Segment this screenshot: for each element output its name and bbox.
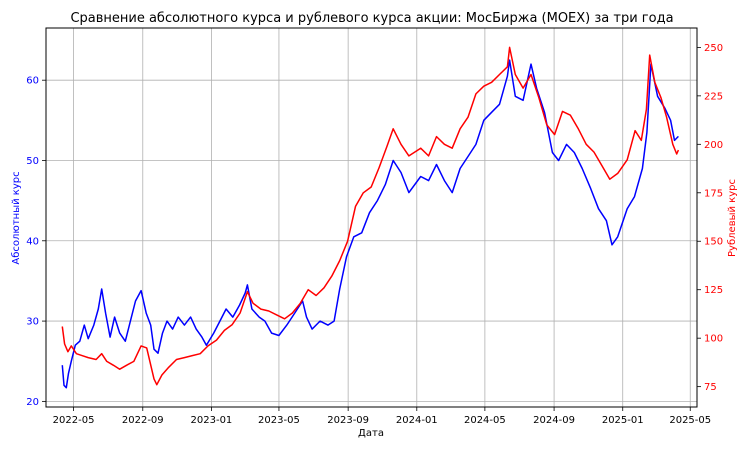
y-axis-right-label: Рублевый курс xyxy=(727,179,738,257)
x-tick-label: 2024-05 xyxy=(464,415,506,426)
x-tick-label: 2023-01 xyxy=(191,415,233,426)
grid-lines xyxy=(46,28,697,407)
x-tick-label: 2023-09 xyxy=(327,415,369,426)
x-tick-label: 2023-05 xyxy=(258,415,300,426)
y-axis-left-label: Абсолютный курс xyxy=(11,171,22,264)
y-axis-right: 75 100 125 150 175 200 225 250 xyxy=(697,43,723,393)
series-line-right xyxy=(61,46,680,386)
y-right-tick-label: 225 xyxy=(704,91,723,102)
chart-title: Сравнение абсолютного курса и рублевого … xyxy=(70,11,673,26)
y-axis-left: 20 30 40 50 60 xyxy=(26,76,46,408)
x-axis-label: Дата xyxy=(358,428,384,439)
y-left-tick-label: 30 xyxy=(26,317,39,328)
plot-frame xyxy=(45,27,698,408)
series-line-left xyxy=(61,59,679,389)
x-tick-label: 2024-09 xyxy=(533,415,575,426)
y-left-tick-label: 50 xyxy=(26,156,39,167)
y-right-tick-label: 100 xyxy=(704,334,723,345)
y-right-tick-label: 150 xyxy=(704,237,723,248)
x-tick-label: 2024-01 xyxy=(396,415,438,426)
y-left-tick-label: 20 xyxy=(26,397,39,408)
x-tick-label: 2025-01 xyxy=(602,415,644,426)
y-right-tick-label: 75 xyxy=(704,382,717,393)
x-axis: 2022-05 2022-09 2023-01 2023-05 2023-09 2024-… xyxy=(53,407,711,426)
y-right-tick-label: 125 xyxy=(704,285,723,296)
y-right-tick-label: 250 xyxy=(704,43,723,54)
x-tick-label: 2022-05 xyxy=(53,415,95,426)
x-tick-label: 2025-05 xyxy=(669,415,711,426)
y-right-tick-label: 175 xyxy=(704,188,723,199)
x-tick-label: 2022-09 xyxy=(122,415,164,426)
y-left-tick-label: 60 xyxy=(26,76,39,87)
y-right-tick-label: 200 xyxy=(704,140,723,151)
y-left-tick-label: 40 xyxy=(26,236,39,247)
series-layer xyxy=(61,46,680,389)
